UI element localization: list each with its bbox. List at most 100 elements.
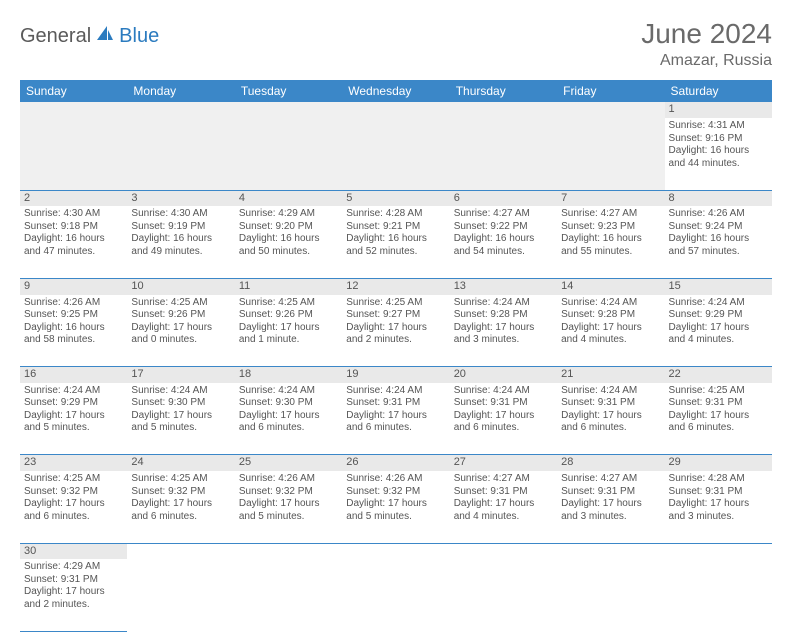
sunrise-line: Sunrise: 4:25 AM — [24, 473, 123, 486]
empty-cell — [235, 102, 342, 118]
daylight-line: Daylight: 17 hours and 6 minutes. — [239, 410, 338, 435]
day-number: 27 — [450, 455, 557, 471]
day-number: 23 — [20, 455, 127, 471]
location: Amazar, Russia — [641, 52, 772, 70]
sunset-line: Sunset: 9:32 PM — [346, 486, 445, 499]
day-number: 7 — [557, 190, 664, 206]
day-cell: Sunrise: 4:24 AMSunset: 9:31 PMDaylight:… — [450, 383, 557, 455]
day-cell: Sunrise: 4:25 AMSunset: 9:32 PMDaylight:… — [20, 471, 127, 543]
empty-cell — [235, 559, 342, 631]
sunrise-line: Sunrise: 4:27 AM — [561, 208, 660, 221]
empty-cell — [342, 559, 449, 631]
sail-icon — [95, 24, 115, 47]
daylight-line: Daylight: 16 hours and 44 minutes. — [669, 145, 768, 170]
day-number: 28 — [557, 455, 664, 471]
sunrise-line: Sunrise: 4:28 AM — [346, 208, 445, 221]
day-number: 29 — [665, 455, 772, 471]
sunset-line: Sunset: 9:31 PM — [669, 486, 768, 499]
day-cell: Sunrise: 4:29 AMSunset: 9:31 PMDaylight:… — [20, 559, 127, 631]
sunrise-line: Sunrise: 4:24 AM — [346, 385, 445, 398]
sunrise-line: Sunrise: 4:28 AM — [669, 473, 768, 486]
daylight-line: Daylight: 16 hours and 49 minutes. — [131, 233, 230, 258]
sunset-line: Sunset: 9:27 PM — [346, 309, 445, 322]
header: General Blue June 2024 Amazar, Russia — [20, 18, 772, 70]
week-row: Sunrise: 4:24 AMSunset: 9:29 PMDaylight:… — [20, 383, 772, 455]
empty-cell — [665, 543, 772, 559]
daynum-row: 23242526272829 — [20, 455, 772, 471]
sunset-line: Sunset: 9:28 PM — [454, 309, 553, 322]
sunset-line: Sunset: 9:25 PM — [24, 309, 123, 322]
daynum-row: 9101112131415 — [20, 278, 772, 294]
daylight-line: Daylight: 16 hours and 55 minutes. — [561, 233, 660, 258]
day-number: 9 — [20, 278, 127, 294]
day-number: 26 — [342, 455, 449, 471]
sunset-line: Sunset: 9:31 PM — [24, 574, 123, 587]
sunset-line: Sunset: 9:30 PM — [239, 397, 338, 410]
sunrise-line: Sunrise: 4:26 AM — [239, 473, 338, 486]
day-cell: Sunrise: 4:25 AMSunset: 9:26 PMDaylight:… — [235, 295, 342, 367]
empty-cell — [20, 102, 127, 118]
sunrise-line: Sunrise: 4:27 AM — [454, 473, 553, 486]
daylight-line: Daylight: 17 hours and 2 minutes. — [24, 586, 123, 611]
sunrise-line: Sunrise: 4:27 AM — [454, 208, 553, 221]
daynum-row: 16171819202122 — [20, 367, 772, 383]
day-number: 22 — [665, 367, 772, 383]
sunrise-line: Sunrise: 4:24 AM — [561, 297, 660, 310]
sunrise-line: Sunrise: 4:24 AM — [669, 297, 768, 310]
sunset-line: Sunset: 9:20 PM — [239, 221, 338, 234]
calendar-table: SundayMondayTuesdayWednesdayThursdayFrid… — [20, 80, 772, 632]
logo-text-blue: Blue — [119, 25, 159, 48]
day-number: 2 — [20, 190, 127, 206]
week-row: Sunrise: 4:31 AMSunset: 9:16 PMDaylight:… — [20, 118, 772, 190]
daylight-line: Daylight: 17 hours and 5 minutes. — [24, 410, 123, 435]
day-number: 24 — [127, 455, 234, 471]
day-cell: Sunrise: 4:26 AMSunset: 9:25 PMDaylight:… — [20, 295, 127, 367]
day-cell: Sunrise: 4:24 AMSunset: 9:29 PMDaylight:… — [665, 295, 772, 367]
daynum-row: 1 — [20, 102, 772, 118]
month-title: June 2024 — [641, 18, 772, 50]
empty-cell — [342, 118, 449, 190]
sunrise-line: Sunrise: 4:26 AM — [669, 208, 768, 221]
daynum-row: 2345678 — [20, 190, 772, 206]
day-cell: Sunrise: 4:24 AMSunset: 9:31 PMDaylight:… — [342, 383, 449, 455]
sunset-line: Sunset: 9:31 PM — [561, 397, 660, 410]
empty-cell — [450, 102, 557, 118]
empty-cell — [450, 559, 557, 631]
day-number: 3 — [127, 190, 234, 206]
sunset-line: Sunset: 9:31 PM — [669, 397, 768, 410]
empty-cell — [235, 118, 342, 190]
day-number: 10 — [127, 278, 234, 294]
sunrise-line: Sunrise: 4:31 AM — [669, 120, 768, 133]
day-cell: Sunrise: 4:31 AMSunset: 9:16 PMDaylight:… — [665, 118, 772, 190]
day-cell: Sunrise: 4:27 AMSunset: 9:23 PMDaylight:… — [557, 206, 664, 278]
daylight-line: Daylight: 17 hours and 3 minutes. — [454, 322, 553, 347]
sunset-line: Sunset: 9:23 PM — [561, 221, 660, 234]
day-cell: Sunrise: 4:25 AMSunset: 9:31 PMDaylight:… — [665, 383, 772, 455]
weekday-header: Tuesday — [235, 80, 342, 102]
sunset-line: Sunset: 9:19 PM — [131, 221, 230, 234]
sunset-line: Sunset: 9:26 PM — [131, 309, 230, 322]
empty-cell — [450, 543, 557, 559]
daylight-line: Daylight: 17 hours and 4 minutes. — [454, 498, 553, 523]
title-block: June 2024 Amazar, Russia — [641, 18, 772, 70]
week-row: Sunrise: 4:25 AMSunset: 9:32 PMDaylight:… — [20, 471, 772, 543]
day-number: 16 — [20, 367, 127, 383]
sunset-line: Sunset: 9:30 PM — [131, 397, 230, 410]
daylight-line: Daylight: 17 hours and 1 minute. — [239, 322, 338, 347]
sunset-line: Sunset: 9:32 PM — [131, 486, 230, 499]
daylight-line: Daylight: 17 hours and 6 minutes. — [669, 410, 768, 435]
empty-cell — [557, 118, 664, 190]
weekday-header-row: SundayMondayTuesdayWednesdayThursdayFrid… — [20, 80, 772, 102]
empty-cell — [20, 118, 127, 190]
daylight-line: Daylight: 17 hours and 5 minutes. — [346, 498, 445, 523]
day-cell: Sunrise: 4:27 AMSunset: 9:31 PMDaylight:… — [557, 471, 664, 543]
day-number: 12 — [342, 278, 449, 294]
week-row: Sunrise: 4:30 AMSunset: 9:18 PMDaylight:… — [20, 206, 772, 278]
weekday-header: Sunday — [20, 80, 127, 102]
empty-cell — [450, 118, 557, 190]
sunrise-line: Sunrise: 4:30 AM — [131, 208, 230, 221]
sunrise-line: Sunrise: 4:29 AM — [239, 208, 338, 221]
daylight-line: Daylight: 16 hours and 50 minutes. — [239, 233, 338, 258]
sunrise-line: Sunrise: 4:26 AM — [346, 473, 445, 486]
day-cell: Sunrise: 4:28 AMSunset: 9:31 PMDaylight:… — [665, 471, 772, 543]
